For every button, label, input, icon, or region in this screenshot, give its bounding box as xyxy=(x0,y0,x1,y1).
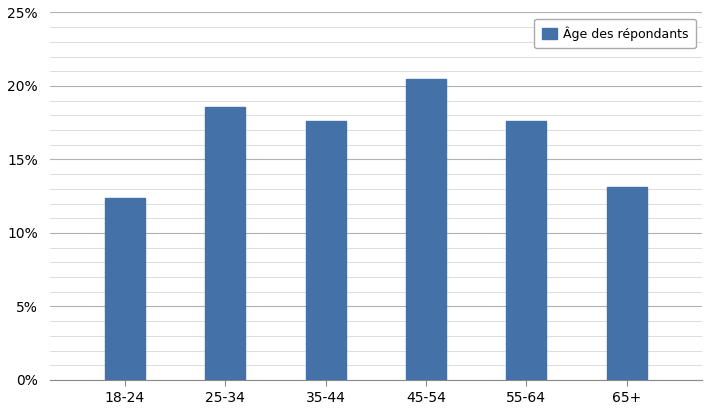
Bar xyxy=(306,121,346,380)
Bar xyxy=(506,121,547,380)
Bar xyxy=(105,198,145,380)
Legend: Âge des répondants: Âge des répondants xyxy=(534,19,696,48)
Bar xyxy=(205,107,245,380)
Bar xyxy=(406,79,446,380)
Bar xyxy=(607,187,647,380)
